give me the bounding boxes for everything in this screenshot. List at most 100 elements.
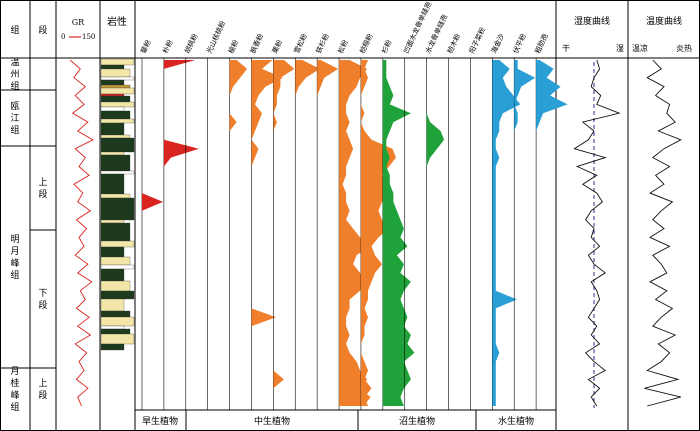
lithology-bed <box>100 106 125 112</box>
taxon-label: 藜粉 <box>139 38 153 54</box>
lithology-bed <box>100 137 135 153</box>
lithology-bed <box>100 193 131 199</box>
taxon-label: 杉粉 <box>379 38 393 54</box>
lithology-bed <box>100 333 135 345</box>
group-oujiang: 瓯江组 <box>10 101 19 136</box>
lithology-bed <box>100 328 131 335</box>
taxon-area <box>492 60 521 406</box>
gr-curve-panel <box>69 59 94 407</box>
category-label: 水生植物 <box>498 415 534 427</box>
lithology-bed <box>100 110 131 120</box>
lithology-bed <box>100 76 135 81</box>
lithology-bed <box>100 343 125 351</box>
lithology-bed <box>100 219 125 224</box>
temp-cool: 温凉 <box>632 43 648 53</box>
lithology-bed <box>100 154 131 172</box>
gr-title: GR <box>72 18 85 27</box>
humidity-dry: 干 <box>562 44 570 53</box>
lithology-bed <box>100 256 131 266</box>
lithology-bed <box>100 101 135 108</box>
lithology-bed <box>100 151 125 156</box>
lithology-bed <box>100 316 135 327</box>
temp-hot: 炎热 <box>676 43 692 53</box>
lithology-bed <box>100 95 131 103</box>
lithology-bed <box>100 118 135 124</box>
lithology-header: 岩性 <box>107 15 127 28</box>
taxon-label: 松粉 <box>336 38 350 54</box>
taxon-area <box>273 60 295 406</box>
taxon-label: 铁杉粉 <box>314 32 331 55</box>
member-lower: 下段 <box>38 289 47 311</box>
humidity-curve <box>573 59 621 407</box>
lithology-bed <box>100 170 135 175</box>
taxon-label: 枫香粉 <box>248 32 265 55</box>
category-label: 中生植物 <box>254 415 290 427</box>
lithology-bed <box>100 325 125 330</box>
taxon-label: 粗肋孢 <box>533 32 550 55</box>
lithology-bed <box>100 298 125 312</box>
member-header: 段 <box>38 24 47 36</box>
lithology-bed <box>100 240 135 248</box>
taxon-area <box>229 60 248 406</box>
pollen-taxa: 藜粉 朴粉 胡桃粉 光山核桃粉 榆粉 枫香粉 栗粉 雪松粉 铁杉粉 松粉 桤榕粉 杉粉 凹面水龙骨单缝孢… <box>139 0 568 410</box>
taxon-area <box>339 60 371 406</box>
taxon-label: 雪松粉 <box>292 32 309 55</box>
humidity-wet: 湿 <box>616 44 624 53</box>
group-yueguifeng: 月桂峰组 <box>10 366 19 413</box>
taxon-area <box>514 60 536 406</box>
lithology-bed <box>100 280 131 292</box>
member-upper-1: 上段 <box>38 177 47 200</box>
humidity-title: 湿度曲线 <box>574 15 610 27</box>
member-upper-2: 上段 <box>38 378 47 401</box>
lithology-bed <box>100 79 125 86</box>
lithology-bed <box>100 58 135 66</box>
taxon-area <box>382 60 415 406</box>
climate-curves <box>573 59 682 408</box>
taxon-area <box>317 60 339 406</box>
taxon-area <box>360 60 396 406</box>
lithology-bed <box>100 87 135 95</box>
taxon-area <box>251 60 283 406</box>
category-label: 沼生植物 <box>399 415 435 427</box>
group-header: 组 <box>10 24 19 36</box>
lithology-bed <box>100 68 131 78</box>
taxon-label: 桤木粉 <box>445 32 462 55</box>
category-label: 旱生植物 <box>142 415 178 427</box>
gr-min: 0 <box>61 33 65 41</box>
lithology-bed <box>100 246 125 258</box>
taxon-label: 伏平粉 <box>511 32 528 55</box>
temperature-title: 温度曲线 <box>646 15 682 27</box>
taxon-label: 光山核桃粉 <box>204 19 227 55</box>
taxon-label: 海金沙 <box>489 32 506 55</box>
taxon-label: 桤榕粉 <box>358 32 375 55</box>
lithology-bed <box>100 122 125 136</box>
taxon-area <box>426 60 445 406</box>
taxon-label: 朴粉 <box>161 38 175 54</box>
taxon-label: 胡桃粉 <box>182 32 199 55</box>
lithology-bed <box>100 64 125 70</box>
lithology-bed <box>100 197 135 221</box>
group-mingyuefeng: 明月峰组 <box>10 234 19 281</box>
group-wenzhou: 温州组 <box>10 57 19 92</box>
lithology-bed <box>100 173 125 195</box>
lithology-bed <box>100 84 131 89</box>
taxon-area <box>142 60 163 406</box>
lithology-bed <box>100 222 131 242</box>
taxon-label: 栗粉 <box>270 38 284 54</box>
lithology-bed <box>100 310 131 318</box>
taxon-area <box>295 60 320 406</box>
taxon-label: 水龙骨单缝孢 <box>423 13 449 55</box>
gr-curve <box>69 59 94 407</box>
lithology-bed <box>100 93 125 97</box>
header: 组 段 GR 0 150 岩性 湿度曲线 干 湿 温度曲线 温凉 炎热 <box>10 15 692 53</box>
lithology-bed <box>100 134 131 139</box>
lithology-bed <box>100 268 125 282</box>
taxon-label: 榆粉 <box>226 38 240 54</box>
ecology-categories: 旱生植物 中生植物 沼生植物 水生植物 <box>142 415 534 427</box>
taxon-area <box>536 60 568 406</box>
taxon-label: 阳子菜粉 <box>467 26 487 55</box>
gr-max: 150 <box>82 33 95 41</box>
lithology-column <box>100 58 135 351</box>
